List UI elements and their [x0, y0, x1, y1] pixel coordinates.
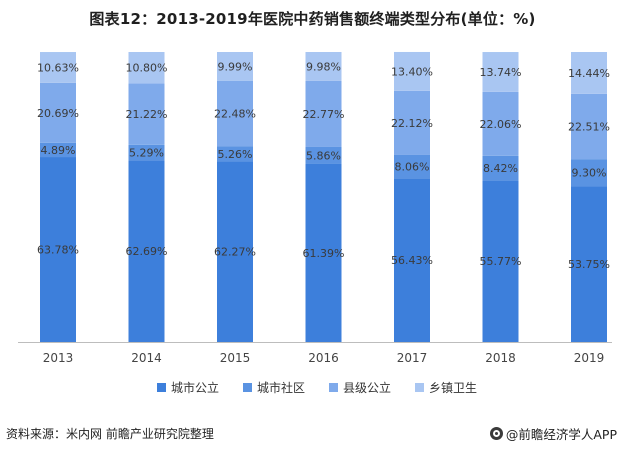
data-label: 62.69%	[126, 245, 168, 258]
data-label: 53.75%	[568, 258, 610, 271]
brand-logo-icon	[489, 427, 503, 440]
data-label: 5.29%	[129, 147, 164, 160]
bar-segment	[571, 52, 607, 94]
data-label: 22.77%	[303, 108, 345, 121]
data-label: 10.80%	[126, 62, 168, 75]
data-label: 55.77%	[480, 255, 522, 268]
legend-swatch	[157, 383, 166, 392]
bar-segment	[128, 144, 165, 161]
bar-segment	[394, 154, 430, 179]
bar-segment	[217, 161, 253, 342]
bar-segment	[305, 52, 342, 81]
brand-credit: @前瞻经济学人APP	[489, 424, 617, 443]
data-label: 9.99%	[218, 60, 253, 73]
bar-segment	[217, 146, 253, 162]
data-label: 22.51%	[568, 121, 610, 134]
data-label: 22.48%	[214, 108, 256, 121]
data-label: 61.39%	[303, 247, 345, 260]
data-label: 13.40%	[391, 65, 433, 78]
stacked-bar-chart: 63.78% 4.89% 20.69% 10.63% 2013 62.69% 5.29% 21…	[18, 51, 612, 395]
data-label: 8.06%	[395, 161, 430, 174]
data-label: 63.78%	[37, 244, 79, 257]
bar-segment	[305, 146, 342, 164]
bar-segment	[482, 91, 519, 156]
data-label: 22.12%	[391, 117, 433, 130]
bar-segment	[40, 52, 76, 83]
bar-segment	[128, 83, 165, 145]
legend-label: 乡镇卫生	[429, 381, 477, 395]
data-label: 20.69%	[37, 107, 79, 120]
legend-swatch	[243, 383, 252, 392]
bar-segment	[305, 163, 342, 342]
legend-label: 城市社区	[257, 380, 305, 395]
bar-segment	[482, 180, 519, 342]
data-label: 56.43%	[391, 254, 433, 267]
bar-segment	[40, 157, 76, 342]
data-label: 8.42%	[483, 162, 518, 175]
data-label: 10.63%	[37, 61, 79, 74]
bar-segment	[394, 51, 430, 91]
source-note: 资料来源：米内网 前瞻产业研究院整理	[6, 427, 214, 441]
x-tick-label: 2017	[397, 351, 428, 365]
data-label: 4.89%	[41, 144, 76, 157]
data-label: 5.86%	[306, 149, 341, 162]
x-tick-label: 2013	[43, 351, 74, 365]
data-label: 21.22%	[126, 108, 168, 121]
legend-swatch	[329, 383, 338, 392]
bar-segment	[571, 159, 607, 187]
bar-segment	[571, 186, 607, 342]
x-tick-label: 2014	[131, 351, 162, 365]
x-tick-label: 2019	[574, 351, 605, 365]
bar-segment	[305, 80, 342, 147]
legend-label: 县级公立	[343, 380, 391, 395]
data-label: 13.74%	[480, 66, 522, 79]
bar-segment	[482, 155, 519, 181]
bar-segment	[217, 80, 253, 147]
chart-title: 图表12：2013-2019年医院中药销售额终端类型分布(单位：%)	[89, 10, 536, 28]
brand-text: @前瞻经济学人APP	[505, 427, 617, 442]
bar-segment	[40, 142, 76, 158]
x-tick-label: 2015	[220, 351, 251, 365]
legend-swatch	[415, 383, 424, 392]
bar-segment	[571, 93, 607, 160]
x-tick-label: 2018	[485, 351, 516, 365]
bar-segment	[128, 160, 165, 342]
bar-segment	[128, 52, 165, 84]
legend-label: 城市公立	[171, 380, 219, 395]
x-tick-label: 2016	[308, 351, 339, 365]
bar-segment	[394, 90, 430, 155]
data-label: 14.44%	[568, 67, 610, 80]
bar-segment	[217, 52, 253, 81]
data-label: 62.27%	[214, 246, 256, 259]
data-label: 9.98%	[306, 60, 341, 73]
data-label: 9.30%	[572, 167, 607, 180]
bar-segment	[394, 178, 430, 342]
data-label: 5.26%	[218, 148, 253, 161]
data-label: 22.06%	[480, 118, 522, 131]
bar-segment	[40, 82, 76, 143]
bar-segment	[482, 52, 519, 92]
